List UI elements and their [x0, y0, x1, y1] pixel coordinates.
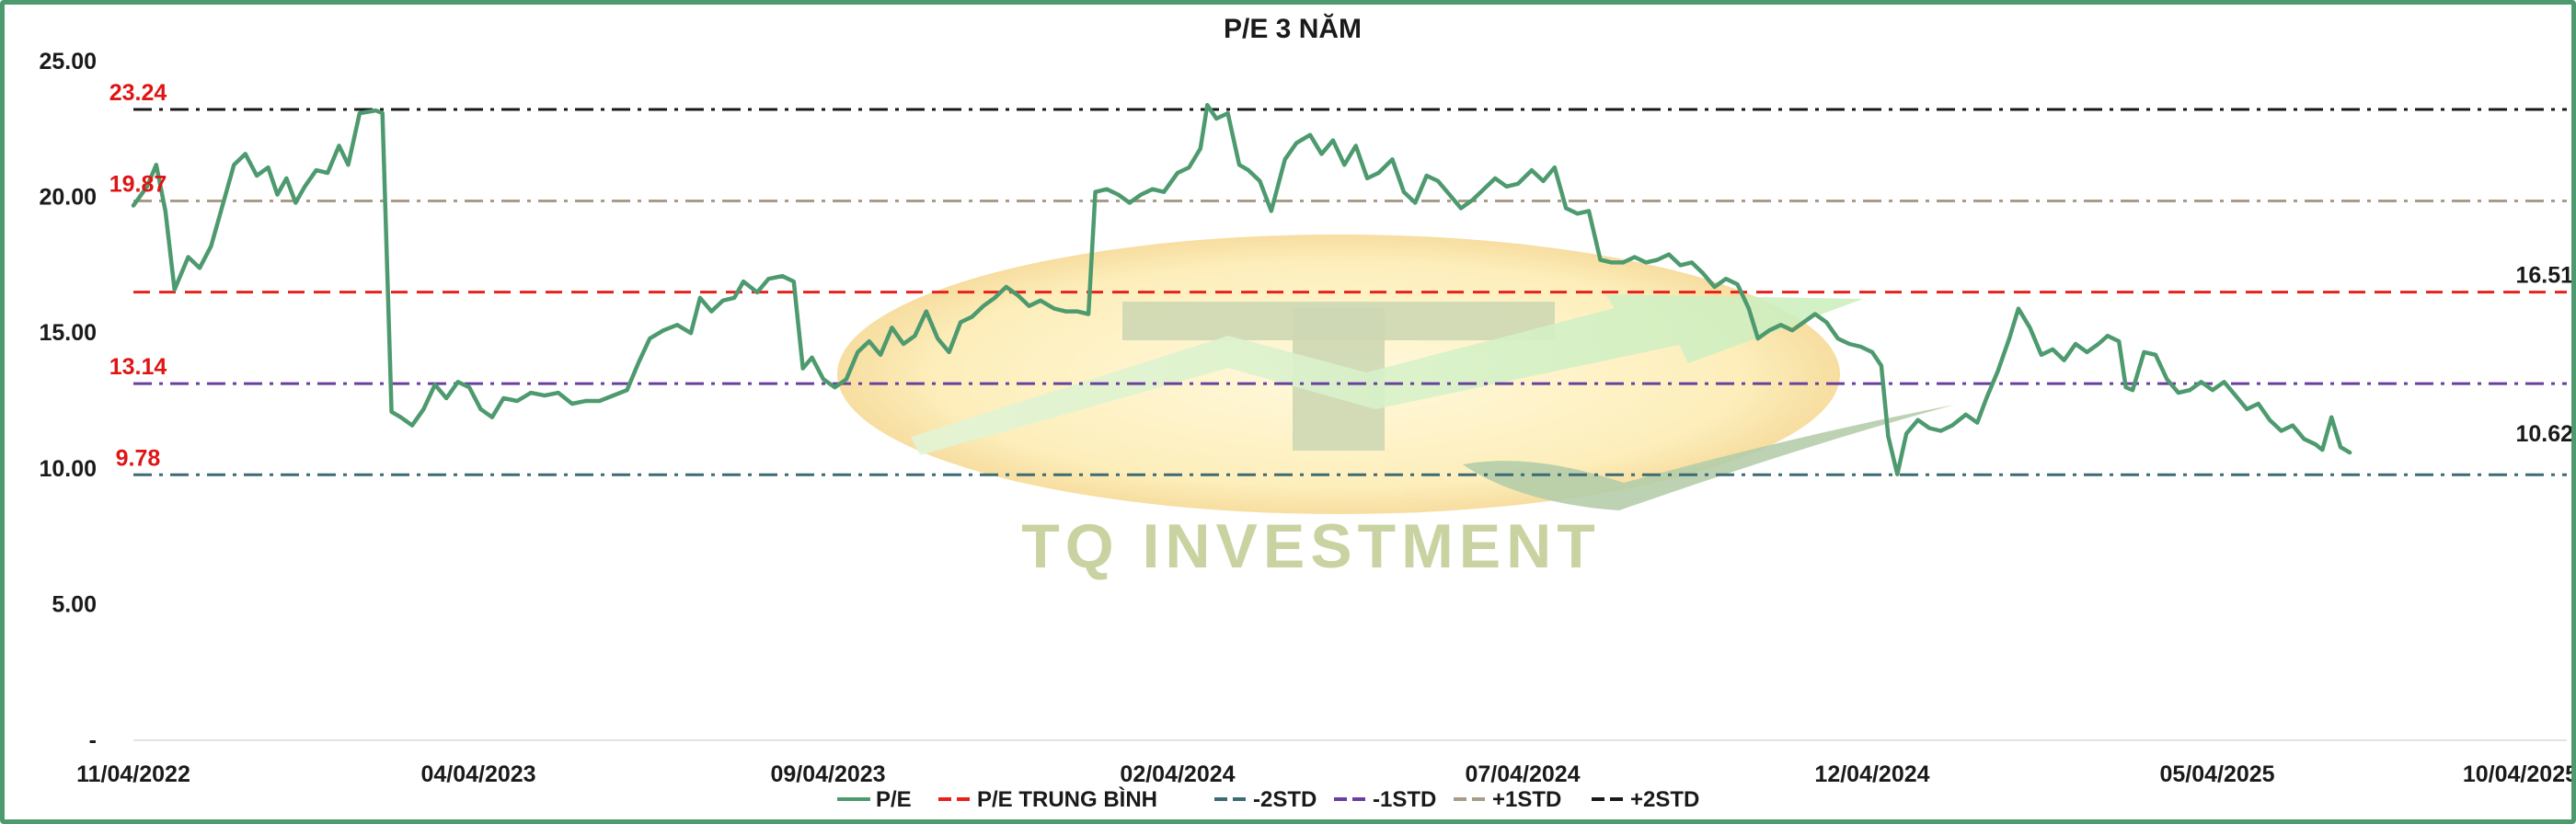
x-tick-label: 07/04/2024 [1465, 761, 1580, 787]
y-tick-label: 10.00 [39, 456, 97, 482]
x-tick-label: 05/04/2025 [2159, 761, 2274, 787]
reference-value-label: 19.87 [109, 171, 167, 197]
reference-value-label: 9.78 [116, 445, 161, 471]
legend-item: -1STD [1334, 787, 1436, 812]
last-value-label: 10.62 [2515, 421, 2571, 447]
watermark-logo [837, 235, 1955, 514]
chart-title: P/E 3 NĂM [1224, 13, 1362, 44]
mean-value-label: 16.51 [2515, 263, 2571, 289]
pe-chart: TQ INVESTMENT P/E 3 NĂM 25.00 20.00 15.00 10… [39, 13, 2571, 812]
legend-item: P/E TRUNG BÌNH [938, 786, 1157, 812]
reference-value-label: 23.24 [109, 80, 167, 106]
legend-item: P/E [837, 787, 912, 812]
x-tick-label: 11/04/2022 [76, 761, 190, 787]
series-line-pe [131, 102, 2352, 476]
legend-item: -2STD [1214, 787, 1317, 812]
legend-label: -1STD [1373, 787, 1436, 812]
y-tick-label: 15.00 [39, 320, 97, 346]
legend-item: +1STD [1454, 787, 1561, 812]
watermark-check-mark [1463, 405, 1955, 510]
legend-item: +2STD [1592, 787, 1699, 812]
legend-label: -2STD [1253, 787, 1317, 812]
legend-label: +1STD [1492, 787, 1561, 812]
x-tick-label: 09/04/2023 [770, 761, 885, 787]
y-tick-label: 25.00 [39, 49, 97, 74]
x-tick-label: 02/04/2024 [1120, 761, 1235, 787]
y-tick-label: 20.00 [39, 185, 97, 211]
x-tick-label: 12/04/2024 [1814, 761, 1929, 787]
legend-label: P/E TRUNG BÌNH [977, 786, 1157, 812]
watermark-wordmark: TQ INVESTMENT [1021, 511, 1601, 581]
reference-value-label: 13.14 [109, 354, 167, 380]
watermark-arrow-shape [911, 294, 1863, 455]
y-tick-label: - [89, 727, 97, 753]
x-tick-label: 10/04/2025 [2463, 761, 2571, 787]
x-tick-label: 04/04/2023 [420, 761, 535, 787]
y-tick-label: 5.00 [52, 591, 97, 617]
legend-label: P/E [876, 787, 912, 812]
legend-label: +2STD [1630, 787, 1699, 812]
